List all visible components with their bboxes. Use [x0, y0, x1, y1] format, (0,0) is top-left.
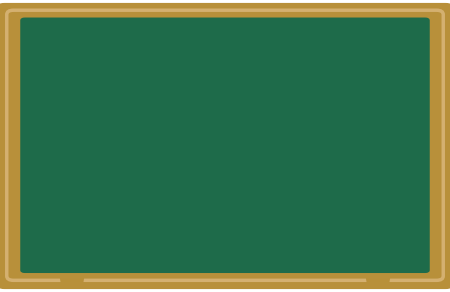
- Text: N: N: [297, 86, 306, 96]
- Text: O: O: [124, 77, 134, 90]
- Text: O: O: [305, 41, 314, 54]
- Text: NH₂: NH₂: [332, 144, 354, 157]
- Text: N: N: [268, 88, 277, 98]
- Text: OH: OH: [162, 179, 180, 192]
- Text: HO: HO: [69, 107, 87, 120]
- Text: OH: OH: [234, 179, 252, 192]
- Text: O: O: [203, 112, 212, 122]
- Text: O: O: [166, 107, 176, 120]
- Text: N: N: [268, 126, 277, 136]
- Text: P: P: [125, 108, 133, 121]
- Text: OH: OH: [121, 139, 139, 152]
- Text: NH: NH: [356, 80, 374, 93]
